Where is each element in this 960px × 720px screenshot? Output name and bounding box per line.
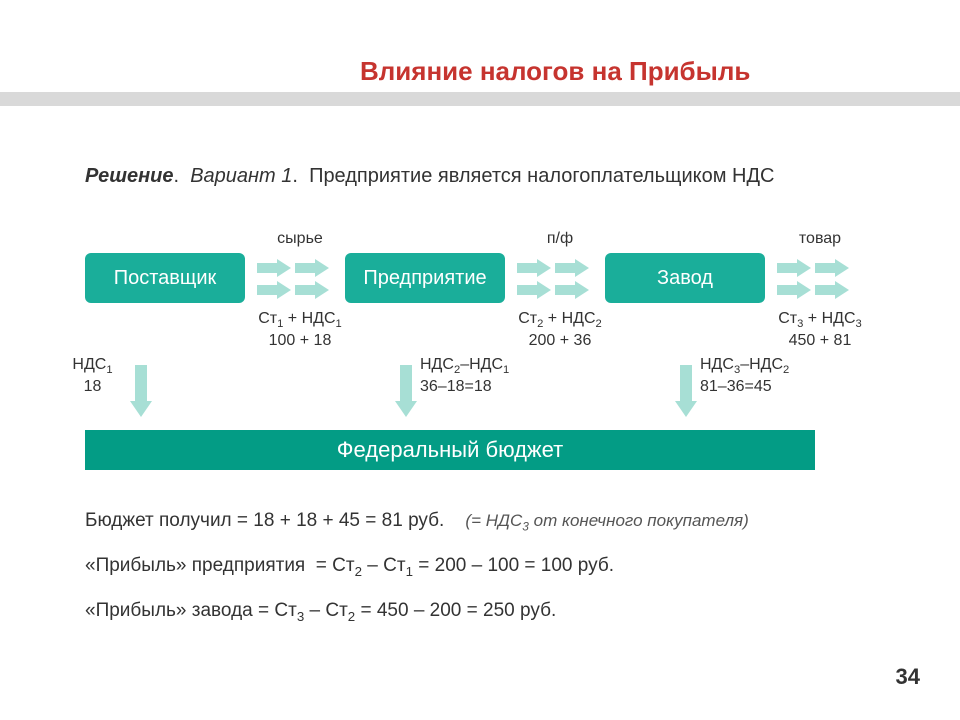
arrow-right-icon: [295, 281, 329, 299]
vat-label-1: НДС118: [60, 355, 125, 397]
cost-label-2: Ст2 + НДС2200 + 36: [500, 309, 620, 351]
node-enterprise: Предприятие: [345, 253, 505, 303]
node-factory: Завод: [605, 253, 765, 303]
calc-line-2: «Прибыль» предприятия = Ст2 – Ст1 = 200 …: [85, 555, 614, 580]
vat-label-3: НДС3–НДС281–36=45: [700, 355, 810, 397]
flow-label-raw: сырье: [265, 229, 335, 249]
node-enterprise-label: Предприятие: [363, 267, 486, 290]
arrow-right-icon: [295, 259, 329, 277]
vat-label-2: НДС2–НДС136–18=18: [420, 355, 530, 397]
subtitle-variant: Вариант 1: [190, 165, 292, 187]
arrow-right-icon: [815, 259, 849, 277]
node-factory-label: Завод: [657, 267, 713, 290]
budget-bar-label: Федеральный бюджет: [337, 437, 563, 463]
subtitle-rest: Предприятие является налогоплательщиком …: [309, 165, 774, 187]
arrow-right-icon: [517, 259, 551, 277]
arrow-down-icon: [130, 365, 152, 417]
arrow-right-icon: [517, 281, 551, 299]
cost-label-1: Ст1 + НДС1100 + 18: [240, 309, 360, 351]
arrow-down-icon: [395, 365, 417, 417]
calc-line-1: Бюджет получил = 18 + 18 + 45 = 81 руб. …: [85, 510, 749, 534]
budget-bar: Федеральный бюджет: [85, 430, 815, 470]
calc-line-3: «Прибыль» завода = Ст3 – Ст2 = 450 – 200…: [85, 600, 556, 625]
subtitle: Решение. Вариант 1. Предприятие является…: [85, 165, 774, 188]
cost-label-3: Ст3 + НДС3450 + 81: [760, 309, 880, 351]
page-title: Влияние налогов на Прибыль: [360, 56, 750, 87]
node-supplier: Поставщик: [85, 253, 245, 303]
flow-label-goods: товар: [785, 229, 855, 249]
arrow-down-icon: [675, 365, 697, 417]
subtitle-bold: Решение: [85, 165, 174, 187]
arrow-right-icon: [777, 281, 811, 299]
header-band: [0, 92, 960, 106]
arrow-right-icon: [555, 281, 589, 299]
arrow-right-icon: [257, 259, 291, 277]
arrow-right-icon: [257, 281, 291, 299]
arrow-right-icon: [555, 259, 589, 277]
diagram: Поставщик Предприятие Завод сырье п/ф то…: [85, 225, 895, 470]
page-number: 34: [896, 664, 920, 690]
node-supplier-label: Поставщик: [114, 267, 217, 290]
calc-line-1b: (= НДС3 от конечного покупателя): [465, 511, 748, 530]
arrow-right-icon: [777, 259, 811, 277]
calc-line-1a: Бюджет получил = 18 + 18 + 45 = 81 руб.: [85, 510, 444, 531]
arrow-right-icon: [815, 281, 849, 299]
flow-label-semi: п/ф: [525, 229, 595, 249]
